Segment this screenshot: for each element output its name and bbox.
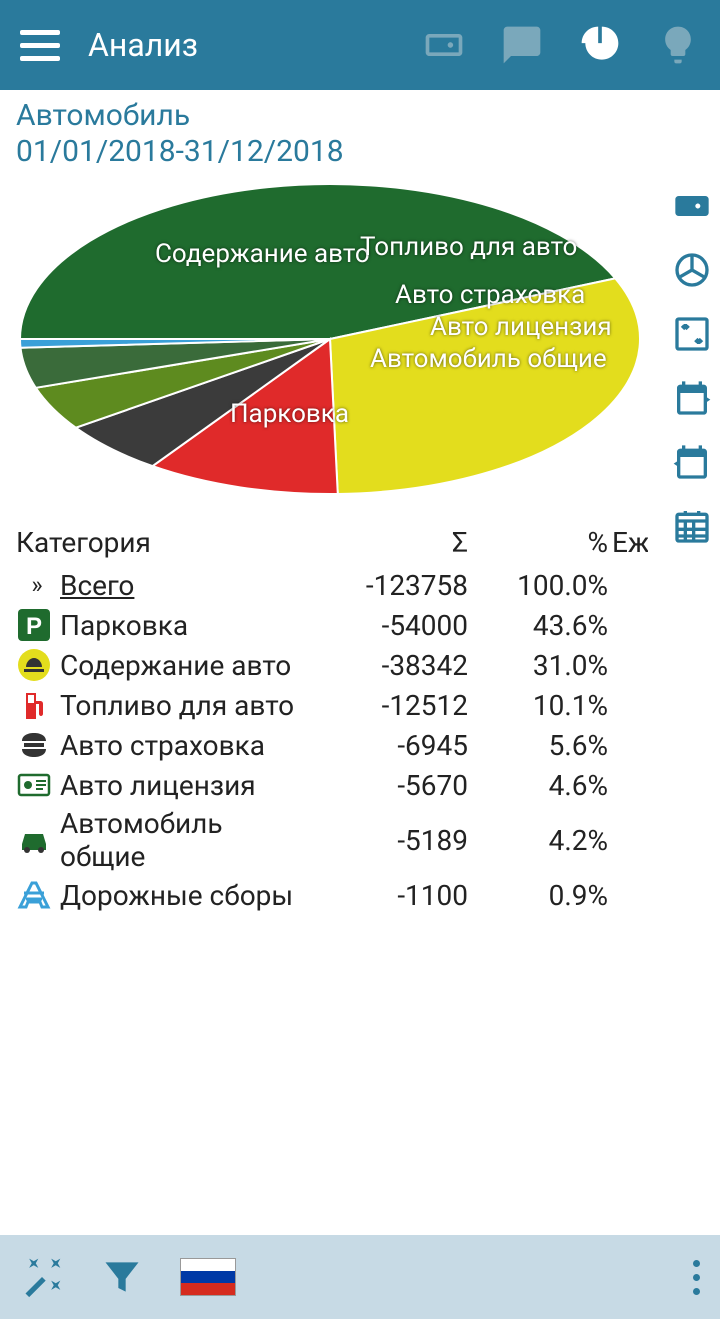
car-icon: [16, 822, 52, 858]
pie-split-icon[interactable]: [672, 250, 712, 290]
row-sum: -5189: [308, 824, 468, 857]
row-percent: 4.6%: [468, 769, 608, 802]
table-row[interactable]: Авто страховка -6945 5.6%: [16, 725, 648, 765]
row-label: Дорожные сборы: [60, 879, 308, 912]
topbar: Анализ: [0, 0, 720, 90]
side-rail: [664, 174, 720, 1235]
row-label: Авто страховка: [60, 729, 308, 762]
row-percent: 5.6%: [468, 729, 608, 762]
toll-icon: [16, 877, 52, 913]
pie-chart-icon[interactable]: [578, 23, 622, 67]
lightbulb-icon[interactable]: [656, 23, 700, 67]
fuel-icon: [16, 687, 52, 723]
chat-money-icon[interactable]: [500, 23, 544, 67]
chart-slice-label: Содержание авто: [155, 239, 370, 269]
calendar-grid-icon[interactable]: [672, 506, 712, 546]
row-percent: 4.2%: [468, 824, 608, 857]
row-label: Содержание авто: [60, 649, 308, 682]
table-row[interactable]: P Парковка -54000 43.6%: [16, 605, 648, 645]
license-icon: [16, 767, 52, 803]
table-row[interactable]: Топливо для авто -12512 10.1%: [16, 685, 648, 725]
total-label: Всего: [60, 569, 308, 602]
wallet-icon[interactable]: [422, 23, 466, 67]
chart-slice-label: Авто страховка: [395, 280, 585, 310]
topbar-actions: [422, 23, 700, 67]
chart-slice-label: Парковка: [230, 399, 349, 429]
wallet-icon[interactable]: [672, 186, 712, 226]
magic-wand-icon[interactable]: [20, 1255, 64, 1299]
row-percent: 43.6%: [468, 609, 608, 642]
table-row[interactable]: Дорожные сборы -1100 0.9%: [16, 875, 648, 915]
row-percent: 31.0%: [468, 649, 608, 682]
filter-icon[interactable]: [100, 1255, 144, 1299]
row-sum: -6945: [308, 729, 468, 762]
filter-category: Автомобиль: [16, 98, 704, 134]
filter-date-range: 01/01/2018-31/12/2018: [16, 134, 704, 170]
chart-slice-label: Автомобиль общие: [370, 344, 607, 374]
chart-slice-label: Авто лицензия: [430, 312, 612, 342]
category-table: Категория Σ % Ежедн » Всего -123758 100.…: [0, 514, 664, 915]
chart-slice-label: Топливо для авто: [360, 232, 577, 262]
insurance-icon: [16, 727, 52, 763]
table-row[interactable]: Содержание авто -38342 31.0%: [16, 645, 648, 685]
row-sum: -38342: [308, 649, 468, 682]
row-sum: -5670: [308, 769, 468, 802]
transfer-icon[interactable]: [672, 314, 712, 354]
header-category[interactable]: Категория: [16, 526, 308, 559]
row-sum: -12512: [308, 689, 468, 722]
header-sum[interactable]: Σ: [308, 526, 468, 559]
total-sum: -123758: [308, 569, 468, 602]
table-row[interactable]: Авто лицензия -5670 4.6%: [16, 765, 648, 805]
row-sum: -1100: [308, 879, 468, 912]
calendar-forward-icon[interactable]: [672, 378, 712, 418]
total-percent: 100.0%: [468, 569, 608, 602]
total-row[interactable]: » Всего -123758 100.0%: [16, 565, 648, 605]
row-sum: -54000: [308, 609, 468, 642]
row-percent: 10.1%: [468, 689, 608, 722]
row-percent: 0.9%: [468, 879, 608, 912]
filter-header[interactable]: Автомобиль 01/01/2018-31/12/2018: [0, 90, 720, 174]
parking-icon: P: [16, 607, 52, 643]
bottombar: [0, 1235, 720, 1319]
page-title: Анализ: [88, 26, 394, 64]
row-label: Парковка: [60, 609, 308, 642]
header-percent[interactable]: %: [468, 526, 608, 559]
menu-button[interactable]: [20, 30, 60, 61]
table-header-row: Категория Σ % Ежедн: [16, 520, 648, 565]
maintenance-icon: [16, 647, 52, 683]
expand-icon: »: [16, 567, 52, 603]
language-flag-ru[interactable]: [180, 1258, 236, 1296]
svg-text:P: P: [26, 613, 42, 640]
pie-chart[interactable]: Парковка Содержание автоТопливо для авто А…: [0, 174, 664, 514]
more-button[interactable]: [693, 1260, 700, 1295]
calendar-back-icon[interactable]: [672, 442, 712, 482]
row-label: Топливо для авто: [60, 689, 308, 722]
row-label: Авто лицензия: [60, 769, 308, 802]
row-label: Автомобиль общие: [60, 807, 308, 873]
header-extra[interactable]: Ежедн: [608, 526, 648, 559]
table-row[interactable]: Автомобиль общие -5189 4.2%: [16, 805, 648, 875]
